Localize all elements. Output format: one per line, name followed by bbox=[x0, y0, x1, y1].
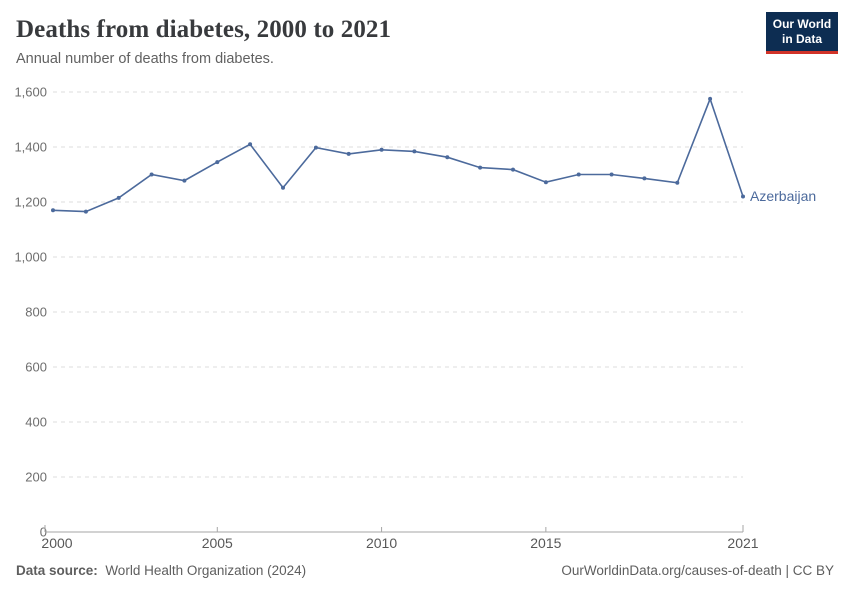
svg-text:400: 400 bbox=[25, 415, 47, 430]
series-azerbaijan[interactable]: Azerbaijan bbox=[51, 96, 816, 214]
line-chart[interactable]: 0 200 400 600 800 1,000 1,200 1,400 1,600 2000 200… bbox=[0, 80, 850, 555]
svg-text:2021: 2021 bbox=[727, 535, 758, 551]
svg-text:2010: 2010 bbox=[366, 535, 397, 551]
chart-footer: Data source: World Health Organization (… bbox=[0, 555, 850, 578]
x-axis-labels: 2000 2005 2010 2015 2021 bbox=[41, 535, 758, 551]
svg-text:1,600: 1,600 bbox=[14, 85, 47, 100]
svg-text:1,000: 1,000 bbox=[14, 250, 47, 265]
svg-text:1,400: 1,400 bbox=[14, 140, 47, 155]
series-end-label[interactable]: Azerbaijan bbox=[750, 188, 816, 204]
page-title: Deaths from diabetes, 2000 to 2021 bbox=[16, 16, 392, 43]
svg-text:800: 800 bbox=[25, 305, 47, 320]
y-axis-labels: 0 200 400 600 800 1,000 1,200 1,400 1,600 bbox=[14, 85, 47, 540]
x-axis bbox=[44, 525, 744, 533]
logo-line-1: Our World bbox=[772, 17, 832, 31]
svg-text:2000: 2000 bbox=[41, 535, 72, 551]
data-source-label: Data source: bbox=[16, 563, 98, 578]
license-link[interactable]: OurWorldinData.org/causes-of-death | CC … bbox=[561, 563, 834, 578]
data-source-text: World Health Organization (2024) bbox=[105, 563, 307, 578]
svg-text:0: 0 bbox=[40, 525, 47, 540]
owid-logo[interactable]: Our World in Data bbox=[766, 12, 838, 54]
svg-text:2005: 2005 bbox=[202, 535, 233, 551]
svg-text:2015: 2015 bbox=[530, 535, 561, 551]
svg-text:200: 200 bbox=[25, 470, 47, 485]
chart-subtitle: Annual number of deaths from diabetes. bbox=[16, 51, 274, 67]
svg-text:1,200: 1,200 bbox=[14, 195, 47, 210]
svg-text:600: 600 bbox=[25, 360, 47, 375]
gridlines bbox=[53, 91, 743, 478]
chart-header: Deaths from diabetes, 2000 to 2021 Annua… bbox=[0, 0, 850, 80]
data-source: Data source: World Health Organization (… bbox=[16, 563, 306, 578]
logo-line-2: in Data bbox=[781, 32, 822, 46]
